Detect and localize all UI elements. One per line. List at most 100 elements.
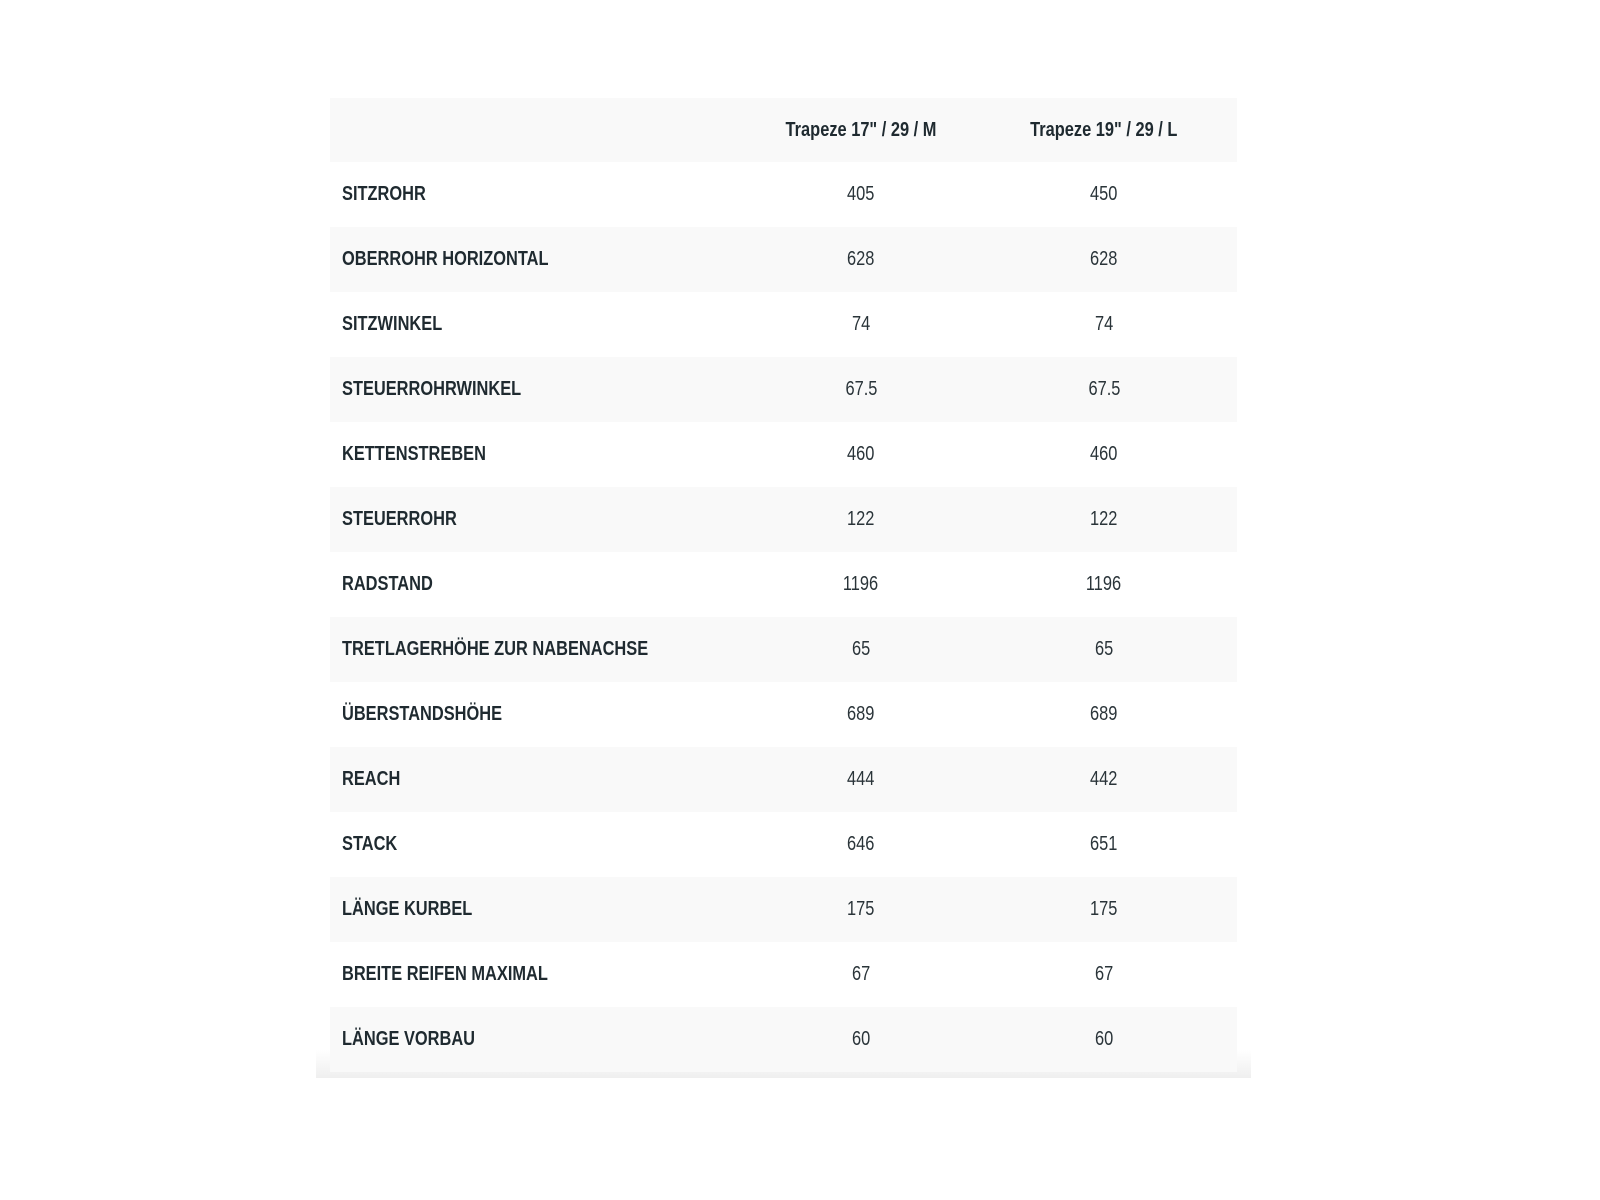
value-l: 122 [984, 508, 1224, 531]
row-label-text: LÄNGE KURBEL [342, 898, 473, 920]
column-header-l-text: Trapeze 19" / 29 / L [1030, 118, 1178, 141]
row-label-text: SITZROHR [342, 183, 426, 205]
value-m-text: 60 [851, 1028, 871, 1050]
value-l-text: 450 [1090, 183, 1118, 205]
value-l-text: 689 [1090, 703, 1118, 725]
table-row: BREITE REIFEN MAXIMAL 67 67 [330, 942, 1237, 1007]
value-m: 60 [741, 1028, 981, 1051]
table-row: STEUERROHR 122 122 [330, 487, 1237, 552]
column-header-l: Trapeze 19" / 29 / L [984, 119, 1224, 142]
row-label: RADSTAND [342, 573, 453, 596]
row-label: SITZROHR [342, 183, 444, 206]
value-m-text: 646 [847, 833, 875, 855]
value-m-text: 67 [851, 963, 871, 985]
value-m-text: 444 [847, 768, 875, 790]
table-row: REACH 444 442 [330, 747, 1237, 812]
table-row: RADSTAND 1196 1196 [330, 552, 1237, 617]
value-l: 450 [984, 183, 1224, 206]
row-label-text: OBERROHR HORIZONTAL [342, 248, 549, 270]
row-label-text: STACK [342, 833, 398, 855]
value-l-text: 67.5 [1088, 378, 1120, 400]
row-label: STEUERROHRWINKEL [342, 378, 561, 401]
row-label: BREITE REIFEN MAXIMAL [342, 963, 593, 986]
value-l: 651 [984, 833, 1224, 856]
table-row: STEUERROHRWINKEL 67.5 67.5 [330, 357, 1237, 422]
row-label: STEUERROHR [342, 508, 482, 531]
value-m: 460 [741, 443, 981, 466]
value-l: 175 [984, 898, 1224, 921]
value-l-text: 651 [1090, 833, 1118, 855]
value-l-text: 65 [1094, 638, 1114, 660]
value-m-text: 628 [847, 248, 875, 270]
value-l-text: 74 [1094, 313, 1114, 335]
row-label: ÜBERSTANDSHÖHE [342, 703, 537, 726]
value-l: 1196 [984, 573, 1224, 596]
row-label: LÄNGE KURBEL [342, 898, 501, 921]
row-label-text: ÜBERSTANDSHÖHE [342, 703, 503, 725]
value-l-text: 60 [1094, 1028, 1114, 1050]
value-l-text: 175 [1090, 898, 1118, 920]
value-l-text: 628 [1090, 248, 1118, 270]
row-label-text: REACH [342, 768, 401, 790]
column-header-m-text: Trapeze 17" / 29 / M [785, 118, 937, 141]
value-l: 65 [984, 638, 1224, 661]
value-m: 405 [741, 183, 981, 206]
table-row: STACK 646 651 [330, 812, 1237, 877]
row-label-text: RADSTAND [342, 573, 433, 595]
value-l: 67.5 [984, 378, 1224, 401]
row-label-text: BREITE REIFEN MAXIMAL [342, 963, 548, 985]
value-l: 67 [984, 963, 1224, 986]
value-l-text: 442 [1090, 768, 1118, 790]
value-m: 175 [741, 898, 981, 921]
value-m: 689 [741, 703, 981, 726]
value-m-text: 122 [847, 508, 875, 530]
value-m: 444 [741, 768, 981, 791]
value-m: 67.5 [741, 378, 981, 401]
value-m: 646 [741, 833, 981, 856]
row-label: REACH [342, 768, 413, 791]
value-m: 1196 [741, 573, 981, 596]
row-label: STACK [342, 833, 409, 856]
value-m-text: 65 [851, 638, 871, 660]
row-label-text: KETTENSTREBEN [342, 443, 486, 465]
value-l: 60 [984, 1028, 1224, 1051]
table-row: TRETLAGERHÖHE ZUR NABENACHSE 65 65 [330, 617, 1237, 682]
row-label: KETTENSTREBEN [342, 443, 518, 466]
value-m-text: 1196 [843, 573, 879, 595]
row-label-text: STEUERROHR [342, 508, 457, 530]
value-m-text: 175 [847, 898, 875, 920]
value-m: 122 [741, 508, 981, 531]
table-row: KETTENSTREBEN 460 460 [330, 422, 1237, 487]
value-l-text: 122 [1090, 508, 1118, 530]
column-header-m: Trapeze 17" / 29 / M [741, 119, 981, 142]
table-row: ÜBERSTANDSHÖHE 689 689 [330, 682, 1237, 747]
table-row: LÄNGE VORBAU 60 60 [330, 1007, 1237, 1072]
row-label-text: SITZWINKEL [342, 313, 443, 335]
value-m: 628 [741, 248, 981, 271]
value-l-text: 67 [1094, 963, 1114, 985]
value-m-text: 74 [851, 313, 871, 335]
value-m: 74 [741, 313, 981, 336]
value-m: 65 [741, 638, 981, 661]
value-l: 442 [984, 768, 1224, 791]
value-l: 689 [984, 703, 1224, 726]
value-l: 628 [984, 248, 1224, 271]
geometry-table: Trapeze 17" / 29 / M Trapeze 19" / 29 / … [330, 98, 1237, 1072]
row-label: OBERROHR HORIZONTAL [342, 248, 594, 271]
row-label: LÄNGE VORBAU [342, 1028, 504, 1051]
value-l-text: 460 [1090, 443, 1118, 465]
value-l: 460 [984, 443, 1224, 466]
row-label-text: STEUERROHRWINKEL [342, 378, 522, 400]
value-m-text: 405 [847, 183, 875, 205]
row-label: TRETLAGERHÖHE ZUR NABENACHSE [342, 638, 715, 661]
value-l: 74 [984, 313, 1224, 336]
row-label: SITZWINKEL [342, 313, 464, 336]
value-m: 67 [741, 963, 981, 986]
table-row: SITZWINKEL 74 74 [330, 292, 1237, 357]
value-l-text: 1196 [1086, 573, 1122, 595]
table-row: LÄNGE KURBEL 175 175 [330, 877, 1237, 942]
value-m-text: 689 [847, 703, 875, 725]
table-row: OBERROHR HORIZONTAL 628 628 [330, 227, 1237, 292]
table-header-row: Trapeze 17" / 29 / M Trapeze 19" / 29 / … [330, 98, 1237, 162]
value-m-text: 460 [847, 443, 875, 465]
